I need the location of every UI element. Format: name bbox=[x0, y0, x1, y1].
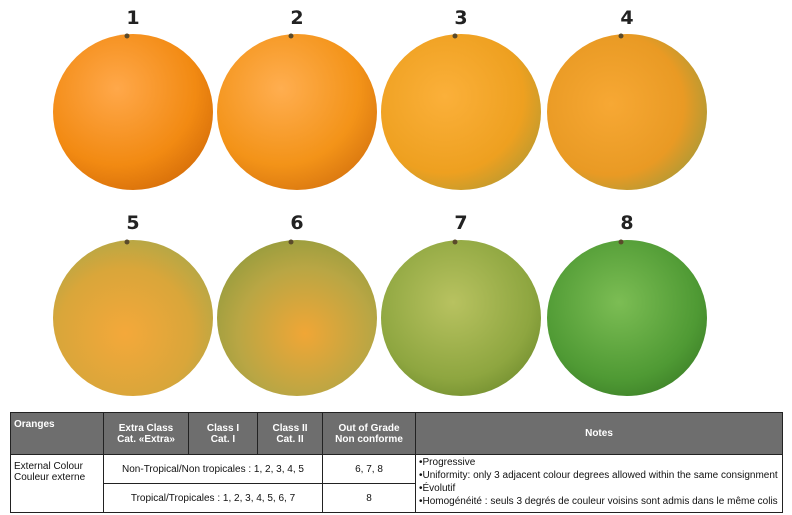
orange bbox=[547, 240, 707, 396]
orange-number: 5 bbox=[126, 212, 139, 234]
out-cell: 6, 7, 8 bbox=[322, 454, 416, 484]
header-cell: Out of Grade Non conforme bbox=[322, 412, 416, 455]
orange-number: 6 bbox=[290, 212, 303, 234]
orange-number: 4 bbox=[620, 7, 633, 29]
header-cell: Oranges bbox=[10, 412, 104, 455]
orange-number: 8 bbox=[620, 212, 633, 234]
note: •Homogénéité : seuls 3 degrés de couleur… bbox=[419, 496, 778, 507]
note: •Progressive bbox=[419, 457, 476, 468]
orange-stem bbox=[288, 239, 294, 245]
header-cell: Class I Cat. I bbox=[188, 412, 258, 455]
header-text: Extra Class bbox=[118, 422, 174, 434]
header-text: Class II bbox=[272, 422, 308, 434]
orange bbox=[217, 240, 377, 396]
label-text: External Colour bbox=[14, 461, 83, 472]
header-text: Non conforme bbox=[335, 433, 403, 445]
orange-number: 2 bbox=[290, 7, 303, 29]
out-cell: 8 bbox=[322, 483, 416, 513]
orange-stem bbox=[618, 33, 624, 39]
header-cell: Notes bbox=[415, 412, 783, 455]
orange-stem bbox=[124, 239, 130, 245]
orange-stem bbox=[452, 33, 458, 39]
header-text: Cat. «Extra» bbox=[117, 433, 175, 445]
header-text: Out of Grade bbox=[338, 422, 400, 434]
orange-stem bbox=[618, 239, 624, 245]
header-cell: Class II Cat. II bbox=[257, 412, 323, 455]
orange-number: 3 bbox=[454, 7, 467, 29]
orange-stem bbox=[452, 239, 458, 245]
orange bbox=[53, 240, 213, 396]
figure: 1 2 3 4 5 6 7 8 bbox=[53, 7, 707, 396]
notes-cell: •Progressive •Uniformity: only 3 adjacent… bbox=[415, 454, 783, 513]
classes-cell: Non-Tropical/Non tropicales : 1, 2, 3, 4… bbox=[103, 454, 323, 484]
header-text: Cat. II bbox=[276, 433, 304, 445]
note: •Évolutif bbox=[419, 483, 456, 494]
orange bbox=[217, 34, 377, 190]
orange-stem bbox=[288, 33, 294, 39]
note: •Uniformity: only 3 adjacent colour degr… bbox=[419, 470, 778, 481]
label-text: Couleur externe bbox=[14, 472, 86, 483]
header-text: Class I bbox=[206, 422, 240, 434]
header-text: Cat. I bbox=[210, 433, 236, 445]
orange bbox=[53, 34, 213, 190]
row-label: External Colour Couleur externe bbox=[10, 454, 104, 513]
orange-stem bbox=[124, 33, 130, 39]
header-cell: Extra Class Cat. «Extra» bbox=[103, 412, 189, 455]
orange-number: 7 bbox=[454, 212, 467, 234]
orange-number: 1 bbox=[126, 7, 139, 29]
orange bbox=[381, 34, 541, 190]
row: External Colour Couleur externe Non-Tropi… bbox=[10, 454, 783, 513]
row: Tropical/Tropicales : 1, 2, 3, 4, 5, 6, … bbox=[11, 483, 783, 513]
classes-cell: Tropical/Tropicales : 1, 2, 3, 4, 5, 6, … bbox=[103, 483, 323, 513]
orange bbox=[381, 240, 541, 396]
orange bbox=[547, 34, 707, 190]
